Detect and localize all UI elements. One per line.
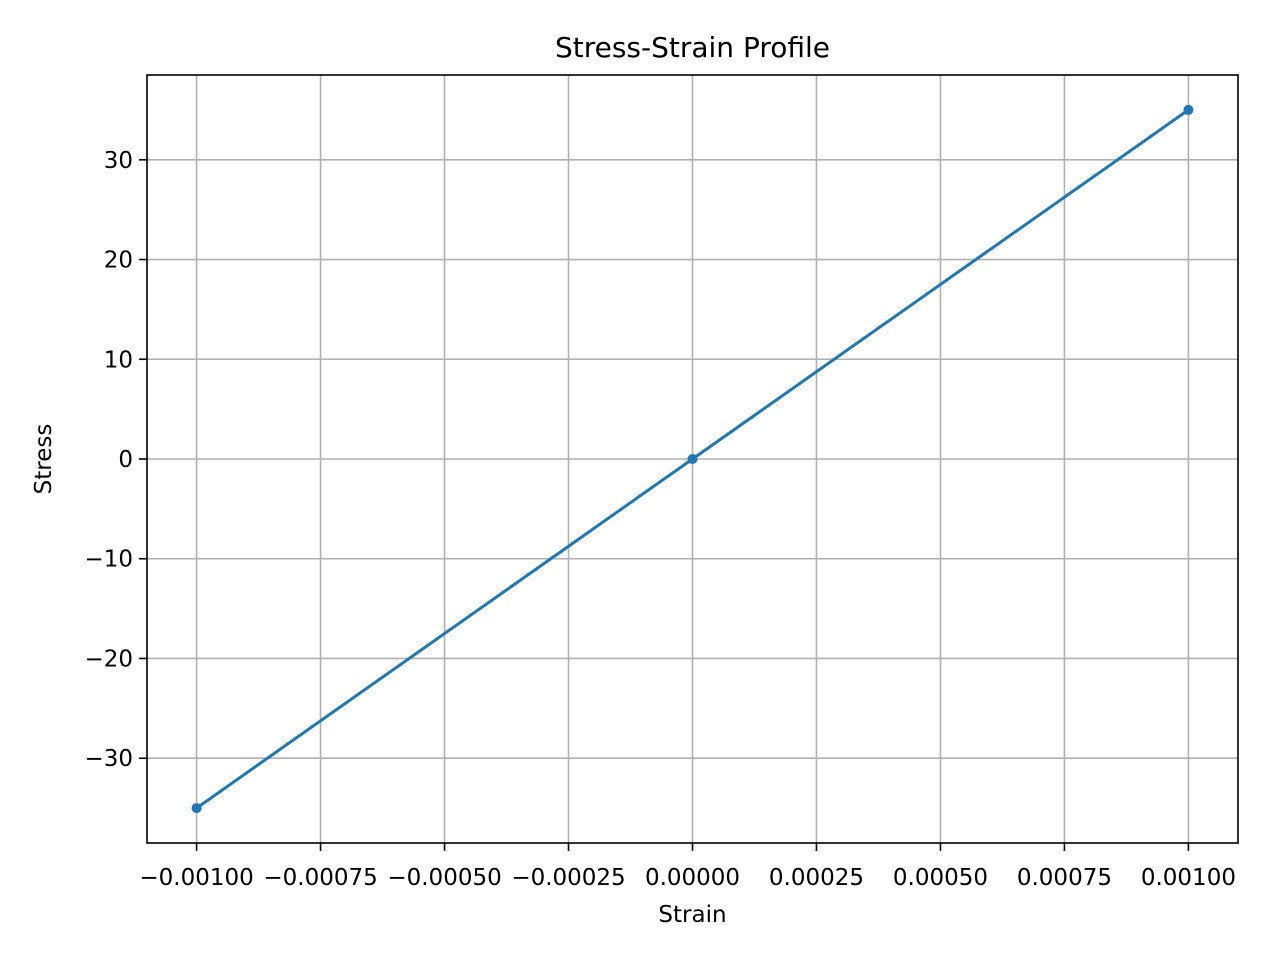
y-tick-label: 10 [104, 347, 133, 373]
x-tick-label: −0.00025 [511, 865, 625, 891]
data-point [191, 803, 202, 814]
y-tick-label: −10 [84, 547, 133, 573]
x-tick-label: 0.00050 [893, 865, 988, 891]
x-tick-label: 0.00000 [645, 865, 740, 891]
data-point [1183, 104, 1194, 115]
x-tick-label: −0.00100 [139, 865, 253, 891]
plot-frame [146, 74, 1239, 844]
y-tick-label: 0 [118, 447, 133, 473]
data-point [687, 454, 698, 464]
axis-ticks: −0.00100 −0.00075 −0.00050 −0.00025 0.00000 0… [84, 148, 1236, 891]
series-layer [191, 104, 1194, 814]
x-tick-label: −0.00050 [387, 865, 501, 891]
y-tick-label: 30 [104, 148, 133, 174]
chart-title: Stress-Strain Profile [555, 31, 830, 64]
x-tick-label: 0.00100 [1141, 865, 1236, 891]
y-tick-label: 20 [104, 248, 133, 274]
x-tick-label: 0.00075 [1017, 865, 1112, 891]
y-axis-label: Stress [31, 424, 57, 495]
y-tick-label: −30 [84, 746, 133, 772]
x-tick-label: −0.00075 [263, 865, 377, 891]
x-axis-label: Strain [658, 902, 726, 928]
y-tick-label: −20 [84, 646, 133, 672]
x-tick-label: 0.00025 [769, 865, 864, 891]
